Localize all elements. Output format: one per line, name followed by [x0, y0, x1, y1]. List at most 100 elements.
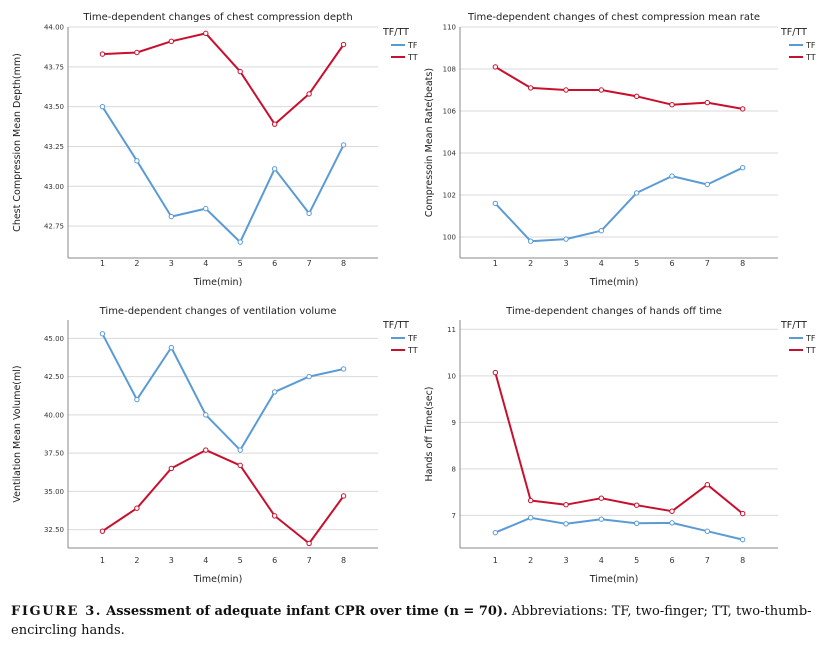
y-axis-title: Chest Compression Mean Depth(mm) [12, 53, 23, 232]
legend-label-tt: TT [407, 53, 418, 62]
y-tick-label: 45.00 [44, 335, 64, 343]
data-point-tt [563, 502, 569, 508]
data-point-tt [563, 87, 569, 93]
legend: TF/TT TF TT [382, 320, 418, 355]
data-point-tf [669, 520, 675, 526]
y-tick-label: 42.50 [44, 373, 64, 381]
data-point-tt [134, 505, 140, 511]
series-line-tf [101, 333, 344, 452]
data-point-tf [563, 521, 569, 527]
series-line-tf [494, 166, 744, 243]
data-point-tf [237, 447, 243, 453]
chart-title: Time-dependent changes of ventilation vo… [99, 306, 337, 317]
figure-3-charts: 42.75 43.00 43.25 43.50 43.75 44.00 1 2 3 4 5 6 7 8 Ti… [12, 12, 816, 585]
series-line-tf [494, 516, 743, 541]
y-axis-title: Compressoin Mean Rate(beats) [424, 68, 435, 217]
x-tick-label: 3 [563, 259, 568, 268]
data-point-tf [134, 158, 140, 164]
data-point-tf [306, 210, 312, 217]
data-point-tf [492, 200, 499, 207]
data-point-tf [340, 366, 347, 372]
data-point-tf [271, 389, 278, 395]
x-axis-title: Time(min) [193, 277, 243, 288]
x-tick-label: 5 [238, 556, 243, 565]
legend-label-tt: TT [805, 346, 816, 355]
x-axis-title: Time(min) [193, 574, 243, 585]
data-point-tf [739, 165, 746, 171]
y-tick-label: 43.75 [44, 63, 64, 71]
x-tick-label: 3 [563, 556, 568, 565]
x-axis-title: Time(min) [589, 574, 639, 585]
x-tick-label: 7 [705, 259, 710, 268]
data-point-tt [739, 510, 746, 517]
data-point-tt [237, 68, 243, 75]
data-point-tf [739, 536, 746, 543]
data-point-tt [739, 106, 746, 112]
chart-panel-3: 32.50 35.00 37.50 40.00 42.50 45.00 1 2 3 4 5 6 7 8 Ti… [12, 306, 418, 585]
legend-title: TF/TT [780, 27, 807, 38]
data-point-tt [633, 93, 640, 100]
y-tick-label: 102 [443, 192, 456, 200]
series-line-tt [494, 66, 743, 110]
y-tick-label: 42.75 [44, 223, 64, 231]
legend-label-tt: TT [407, 346, 418, 355]
data-point-tt [203, 30, 209, 37]
series-line-tt [101, 449, 345, 545]
data-point-tf [99, 331, 106, 337]
x-tick-label: 7 [307, 556, 312, 565]
data-point-tt [598, 87, 605, 93]
data-point-tt [527, 85, 534, 91]
x-tick-label: 2 [528, 556, 533, 565]
data-point-tf [669, 173, 675, 179]
data-point-tt [340, 493, 347, 499]
y-tick-label: 37.50 [44, 450, 64, 458]
data-point-tt [203, 447, 209, 453]
y-tick-label: 10 [447, 372, 456, 380]
data-point-tt [492, 369, 499, 376]
x-tick-label: 1 [493, 259, 498, 268]
series-line-tt [102, 32, 345, 126]
x-tick-label: 6 [272, 259, 277, 268]
x-tick-label: 1 [493, 556, 498, 565]
y-tick-label: 32.50 [44, 526, 64, 534]
data-point-tt [168, 465, 175, 472]
x-tick-label: 6 [272, 556, 277, 565]
x-tick-label: 4 [599, 259, 604, 268]
legend-label-tf: TF [407, 41, 418, 50]
data-point-tf [134, 396, 140, 403]
y-tick-label: 11 [447, 326, 456, 334]
x-tick-label: 5 [238, 259, 243, 268]
x-tick-label: 2 [134, 556, 139, 565]
x-tick-label: 4 [203, 259, 208, 268]
legend-title: TF/TT [382, 27, 409, 38]
x-tick-label: 2 [528, 259, 533, 268]
data-point-tt [340, 41, 347, 48]
data-point-tt [99, 51, 106, 57]
y-tick-label: 104 [443, 150, 457, 158]
legend: TF/TT TF TT [780, 27, 816, 62]
data-point-tf [340, 142, 347, 148]
y-tick-label: 43.00 [44, 183, 64, 191]
chart-title: Time-dependent changes of chest compress… [82, 12, 352, 23]
data-point-tf [492, 529, 499, 536]
data-point-tf [237, 239, 243, 245]
data-point-tt [704, 482, 711, 488]
y-tick-label: 110 [443, 24, 456, 32]
data-point-tf [271, 166, 278, 172]
series-line-tt [494, 372, 744, 515]
x-tick-label: 6 [669, 259, 674, 268]
x-tick-label: 6 [669, 556, 674, 565]
x-tick-label: 8 [341, 259, 346, 268]
y-tick-label: 43.50 [44, 103, 64, 111]
x-tick-label: 5 [634, 259, 639, 268]
x-axis-title: Time(min) [589, 277, 639, 288]
legend: TF/TT TF TT [382, 27, 418, 62]
legend-label-tt: TT [805, 53, 816, 62]
caption-abbreviations: Abbreviations: TF, two-finger; TT, two-t… [11, 604, 812, 638]
y-tick-label: 7 [452, 512, 456, 520]
data-point-tt [306, 91, 312, 97]
figure-label: FIGURE 3. [11, 604, 102, 619]
y-tick-label: 100 [443, 234, 456, 242]
chart-title: Time-dependent changes of chest compress… [467, 12, 760, 23]
